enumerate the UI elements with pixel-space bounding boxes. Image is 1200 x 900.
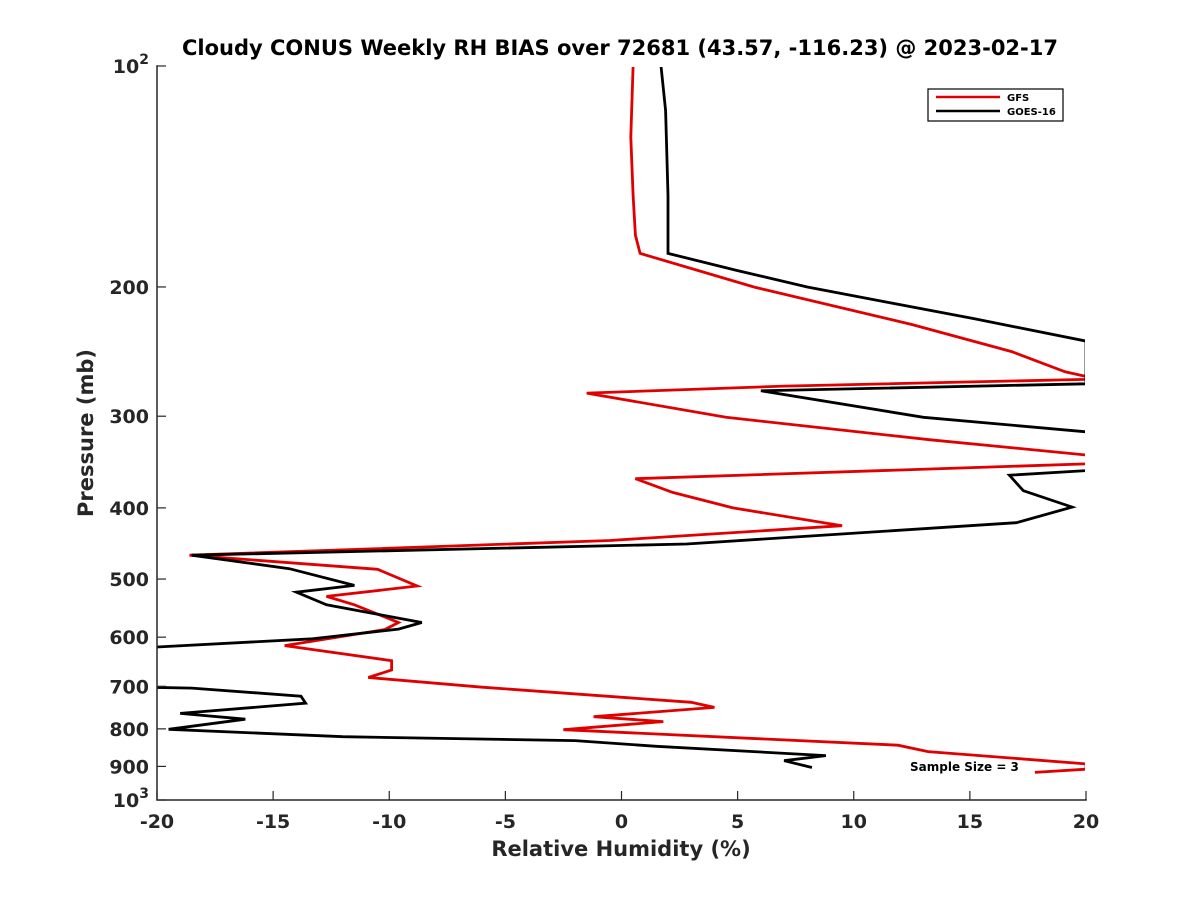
legend-box: [927, 88, 1064, 122]
x-tick-label: 20: [1073, 811, 1099, 833]
legend: GFS GOES-16: [927, 88, 1064, 122]
x-tick-label: 5: [731, 811, 744, 833]
y-tick-label-base: 400: [109, 498, 149, 520]
y-tick-label: 103: [113, 786, 149, 812]
sample-size-annotation: Sample Size = 3: [910, 760, 1019, 774]
y-tick-label-base: 10: [113, 790, 139, 812]
y-tick-label: 102: [113, 52, 149, 78]
y-tick-label-exponent: 3: [139, 786, 149, 802]
x-tick-label: 15: [957, 811, 983, 833]
chart-title: Cloudy CONUS Weekly RH BIAS over 72681 (…: [182, 36, 1058, 60]
y-tick-label: 800: [109, 719, 149, 741]
y-tick-label: 500: [109, 569, 149, 591]
y-tick-label-base: 600: [109, 627, 149, 649]
legend-label-goes16: GOES-16: [1007, 107, 1056, 118]
x-tick-label: -15: [256, 811, 290, 833]
y-tick-label: 900: [109, 756, 149, 778]
x-axis: -20 -15 -10 -5 0 5 10 15 20: [140, 791, 1099, 833]
plot-frame: [156, 65, 1087, 801]
x-tick-label: 10: [841, 811, 867, 833]
y-tick-label-base: 500: [109, 569, 149, 591]
y-tick-label: 300: [109, 406, 149, 428]
x-tick-label: -10: [372, 811, 406, 833]
x-tick-label: -5: [495, 811, 516, 833]
legend-label-gfs: GFS: [1007, 93, 1029, 104]
y-tick-label-base: 300: [109, 406, 149, 428]
y-tick-label: 600: [109, 627, 149, 649]
x-tick-label: 0: [615, 811, 628, 833]
series-layer: [157, 66, 1086, 774]
y-tick-label: 400: [109, 498, 149, 520]
y-tick-label-base: 200: [109, 277, 149, 299]
y-tick-label-base: 10: [113, 56, 139, 78]
x-tick-label: -20: [140, 811, 174, 833]
series-line-goes-16: [157, 66, 1086, 769]
y-tick-label-base: 800: [109, 719, 149, 741]
series-line-gfs: [189, 66, 1086, 774]
y-tick-label-exponent: 2: [139, 52, 149, 68]
y-tick-label: 700: [109, 676, 149, 698]
x-axis-label: Relative Humidity (%): [491, 837, 750, 861]
y-tick-label: 200: [109, 277, 149, 299]
y-tick-label-base: 900: [109, 756, 149, 778]
y-tick-label-base: 700: [109, 676, 149, 698]
y-axis-label: Pressure (mb): [74, 349, 98, 517]
